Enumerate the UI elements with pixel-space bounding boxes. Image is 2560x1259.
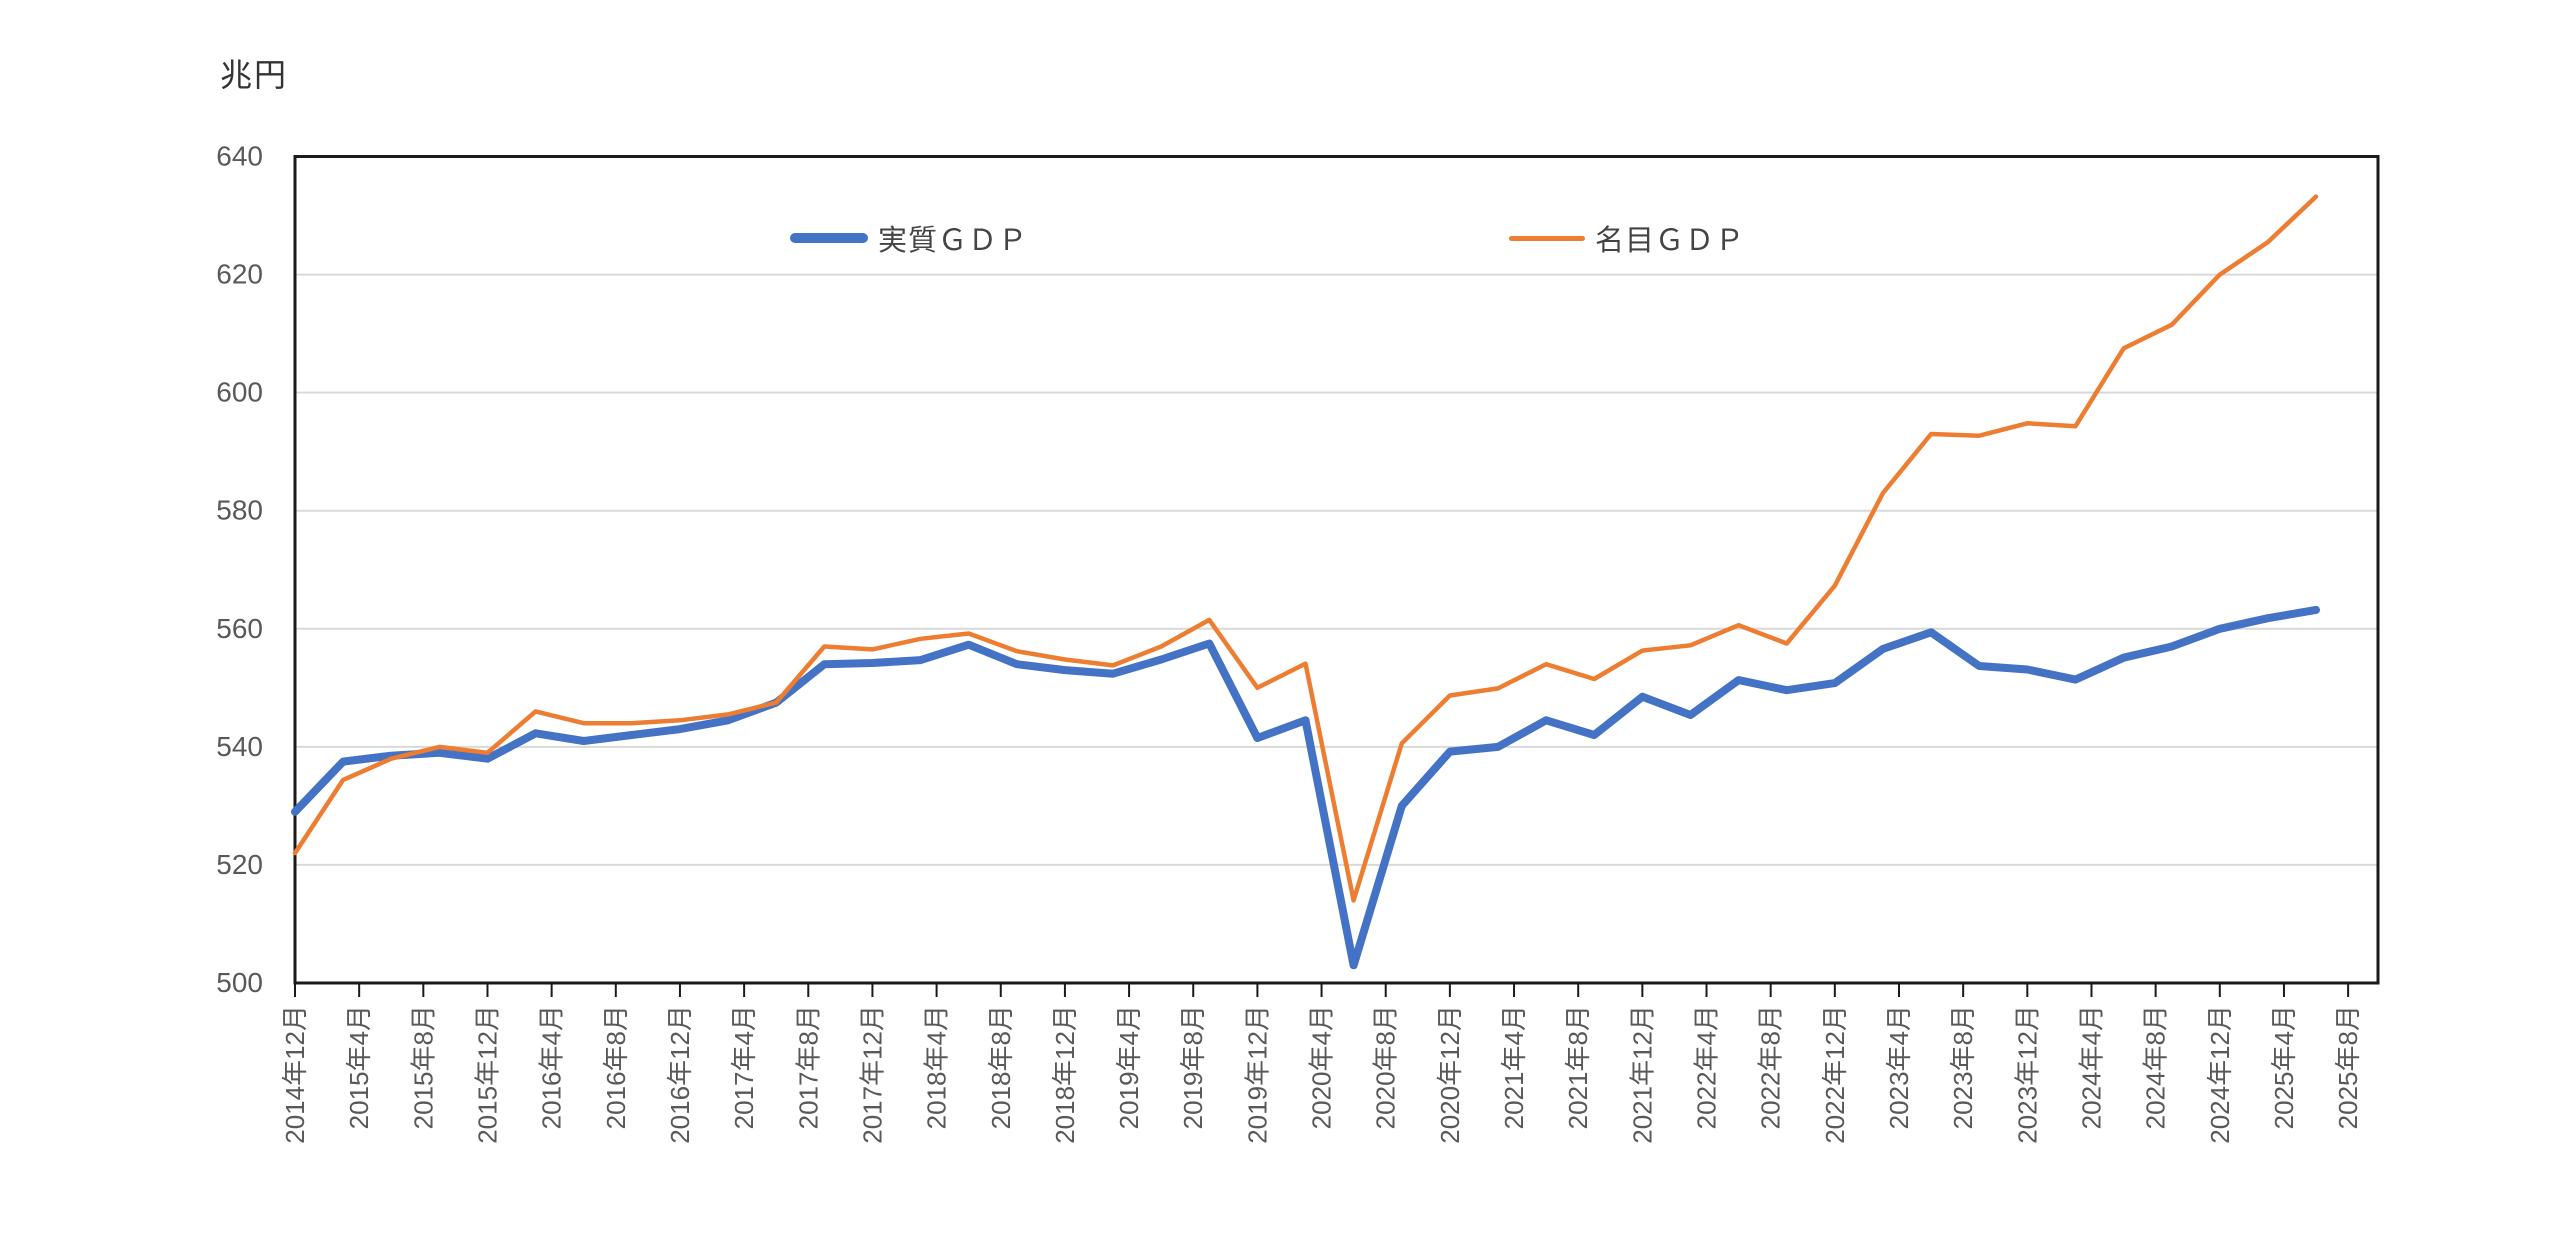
x-axis-label: 2024年12月 bbox=[2205, 1005, 2235, 1144]
x-axis-label: 2021年12月 bbox=[1627, 1005, 1657, 1144]
x-axis-label: 2021年8月 bbox=[1563, 1005, 1593, 1129]
x-axis-label: 2016年12月 bbox=[665, 1005, 695, 1144]
x-axis-label: 2020年12月 bbox=[1435, 1005, 1465, 1144]
y-axis-label: 580 bbox=[216, 495, 263, 526]
nominal-gdp-line bbox=[292, 194, 2319, 903]
real-gdp-line bbox=[291, 605, 2320, 970]
y-axis-label: 540 bbox=[216, 731, 263, 762]
y-axis-label: 500 bbox=[216, 967, 263, 998]
x-axis-label: 2014年12月 bbox=[280, 1005, 310, 1144]
legend-label-real-gdp: 実質ＧＤＰ bbox=[878, 225, 1029, 257]
y-axis-label: 640 bbox=[216, 141, 263, 172]
x-axis-label: 2024年4月 bbox=[2076, 1005, 2106, 1129]
x-axis-label: 2025年8月 bbox=[2333, 1005, 2363, 1129]
x-axis-label: 2022年12月 bbox=[1820, 1005, 1850, 1144]
x-axis-label: 2016年8月 bbox=[601, 1005, 631, 1129]
x-axis-label: 2019年4月 bbox=[1114, 1005, 1144, 1129]
real-gdp-line-swatch-icon bbox=[790, 233, 868, 243]
nominal-gdp-line-swatch-icon bbox=[1509, 235, 1585, 241]
legend-item-real-gdp: 実質ＧＤＰ bbox=[790, 221, 1028, 257]
x-axis-label: 2021年4月 bbox=[1499, 1005, 1529, 1129]
y-axis-label: 560 bbox=[216, 613, 263, 644]
x-axis-label: 2017年4月 bbox=[729, 1005, 759, 1129]
x-axis-label: 2018年12月 bbox=[1050, 1005, 1080, 1144]
x-axis-label: 2022年4月 bbox=[1692, 1005, 1722, 1129]
axis-unit-title: 兆円 bbox=[220, 57, 289, 93]
x-axis-label: 2017年12月 bbox=[857, 1005, 887, 1144]
x-axis-label: 2019年12月 bbox=[1242, 1005, 1272, 1144]
legend-label-nominal-gdp: 名目ＧＤＰ bbox=[1595, 225, 1746, 257]
x-axis-label: 2016年4月 bbox=[537, 1005, 567, 1129]
x-axis-label: 2020年4月 bbox=[1307, 1005, 1337, 1129]
y-axis-label: 600 bbox=[216, 377, 263, 408]
x-axis-label: 2023年8月 bbox=[1948, 1005, 1978, 1129]
y-axis-label: 620 bbox=[216, 259, 263, 290]
plot-border bbox=[293, 155, 2380, 985]
x-axis-label: 2018年4月 bbox=[922, 1005, 952, 1129]
x-axis-label: 2017年8月 bbox=[793, 1005, 823, 1129]
x-axis-label: 2019年8月 bbox=[1178, 1005, 1208, 1129]
x-axis-label: 2015年12月 bbox=[472, 1005, 502, 1144]
y-axis-label: 520 bbox=[216, 849, 263, 880]
x-axis-label: 2025年4月 bbox=[2269, 1005, 2299, 1129]
x-axis-label: 2022年8月 bbox=[1756, 1005, 1786, 1129]
x-axis-label: 2024年8月 bbox=[2141, 1005, 2171, 1129]
x-axis-label: 2023年12月 bbox=[2012, 1005, 2042, 1144]
x-axis-label: 2020年8月 bbox=[1371, 1005, 1401, 1129]
x-axis-label: 2015年8月 bbox=[408, 1005, 438, 1129]
x-axis-label: 2018年8月 bbox=[986, 1005, 1016, 1129]
legend-item-nominal-gdp: 名目ＧＤＰ bbox=[1509, 221, 1745, 257]
x-axis-label: 2023年4月 bbox=[1884, 1005, 1914, 1129]
x-axis-label: 2015年4月 bbox=[344, 1005, 374, 1129]
